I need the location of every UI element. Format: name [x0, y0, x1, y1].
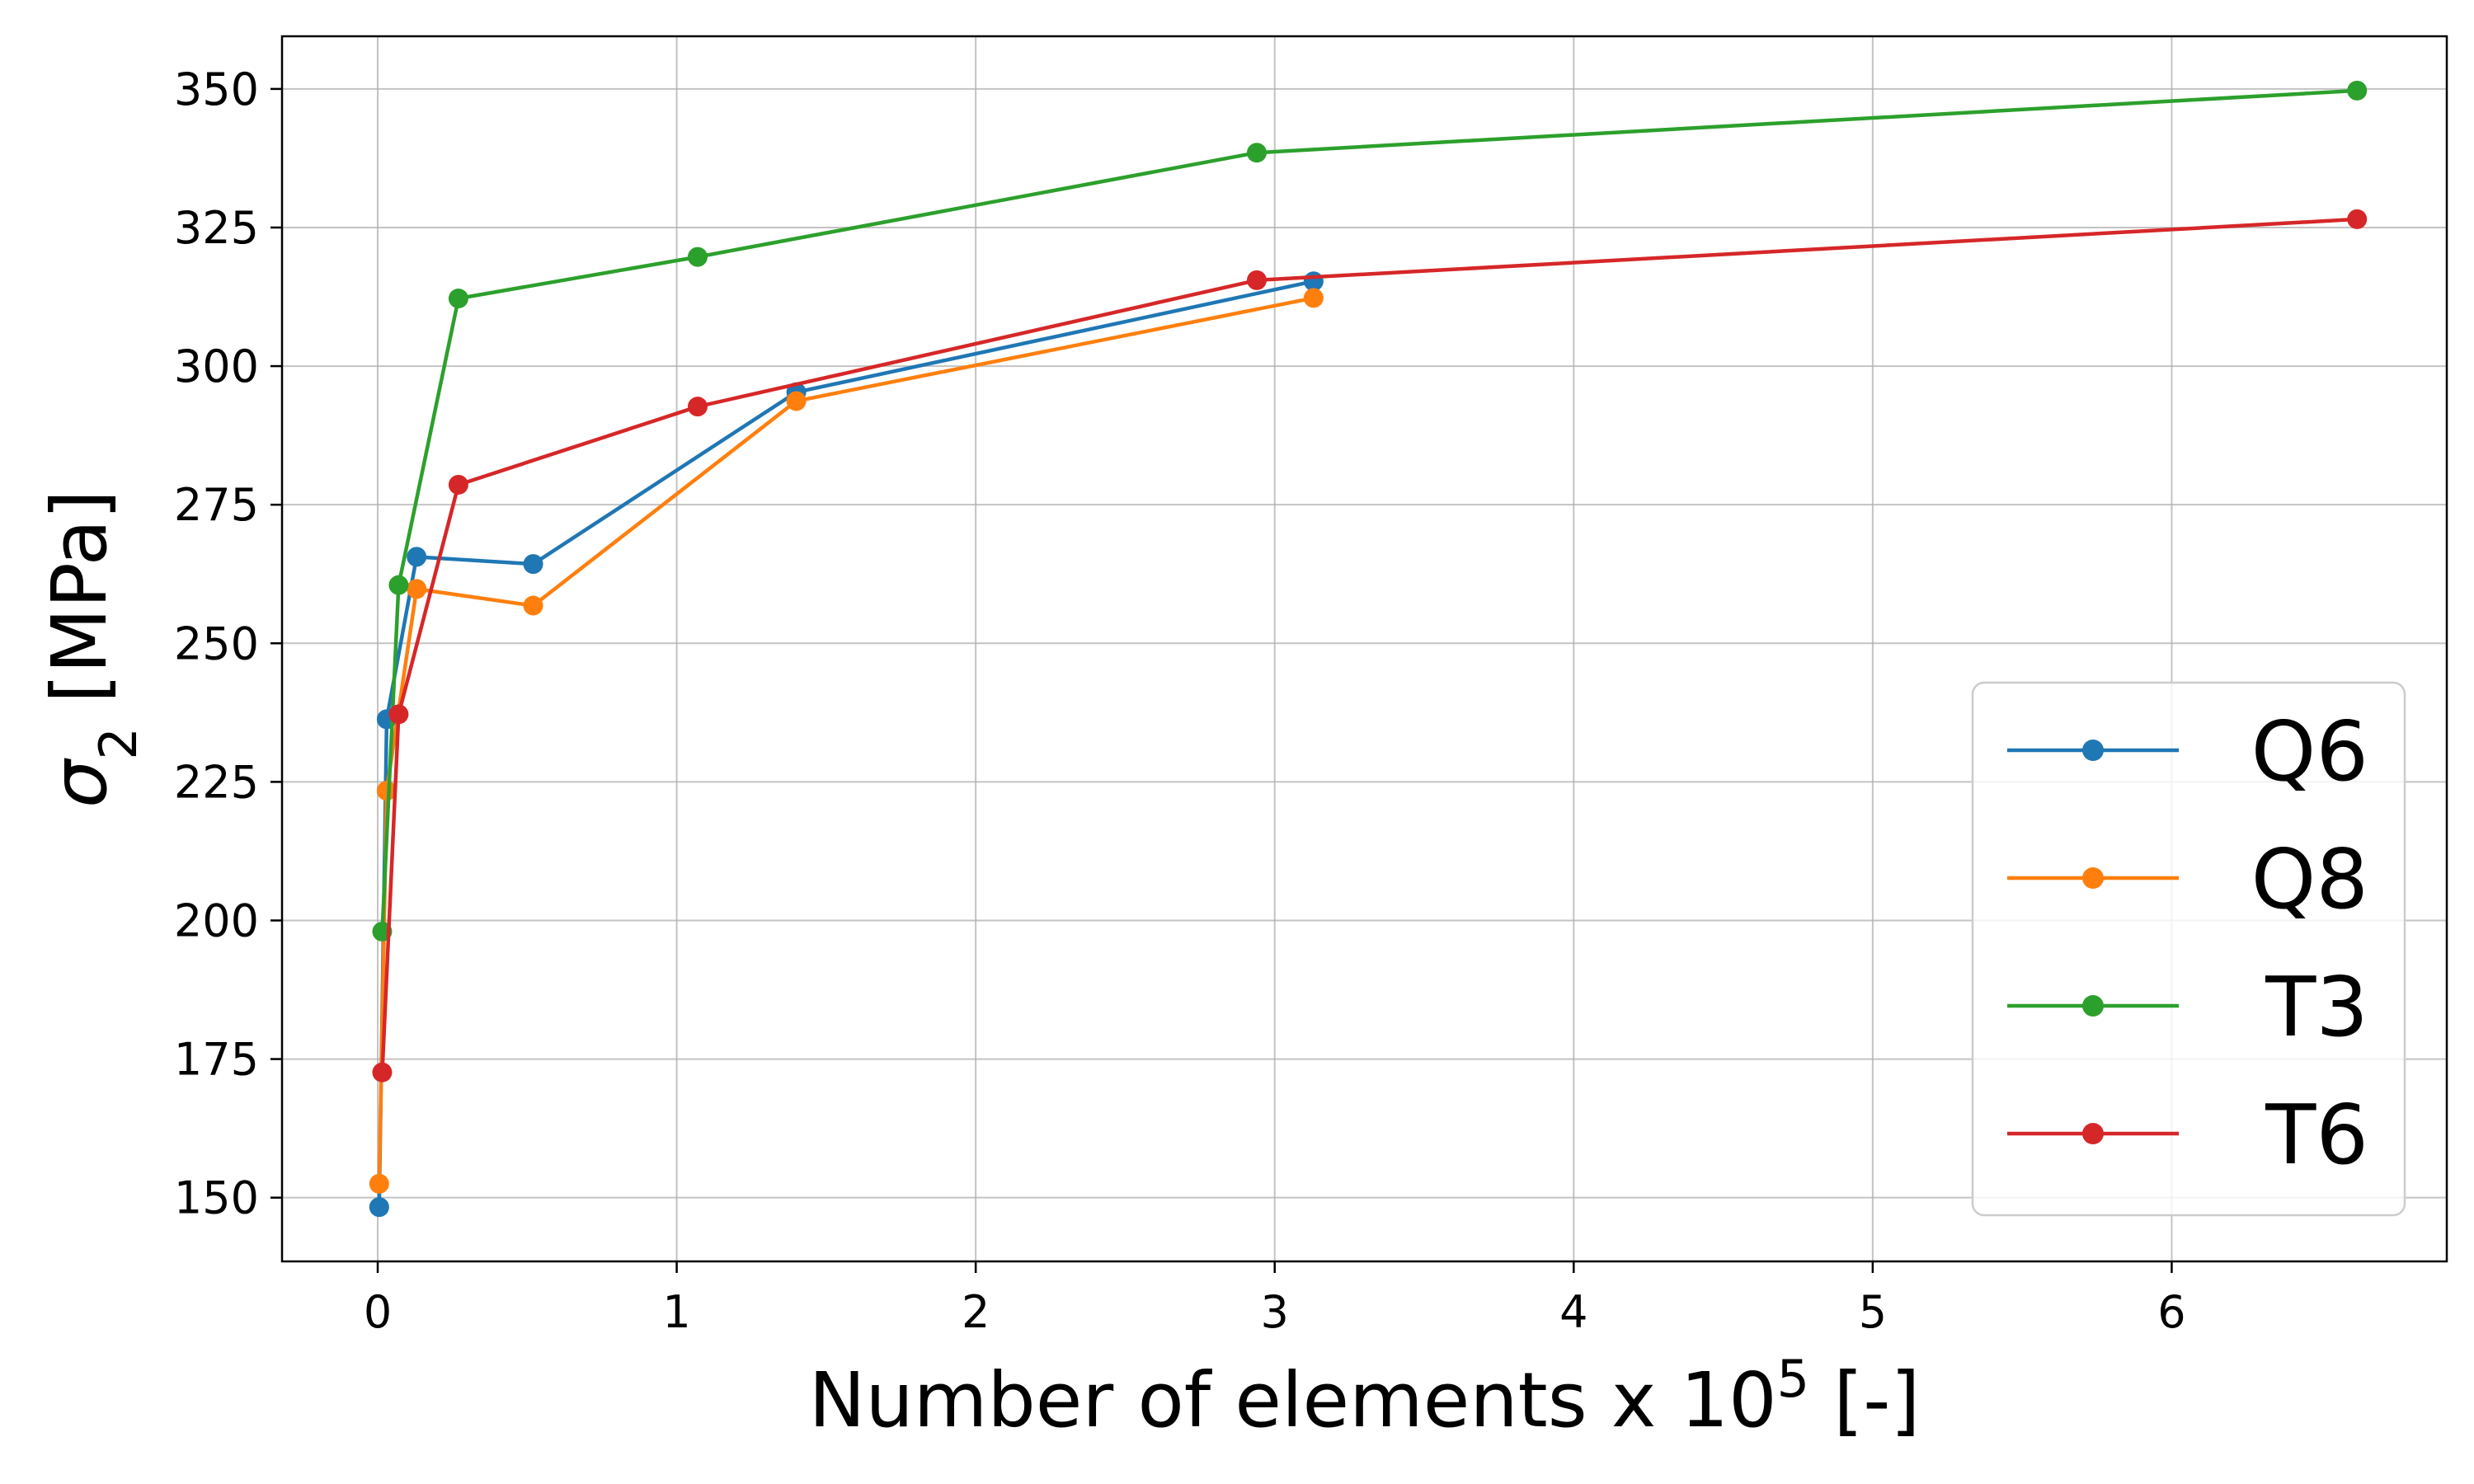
x-tick-label: 0 — [364, 1286, 392, 1338]
series-t3 — [372, 80, 2368, 942]
y-tick-label: 200 — [174, 895, 259, 946]
data-point-t6 — [1246, 270, 1267, 290]
x-axis-label-base: Number of elements x 10 — [809, 1356, 1777, 1444]
x-tick-label: 6 — [2157, 1286, 2185, 1338]
series-line-t3 — [380, 88, 2359, 934]
legend-marker — [2082, 867, 2104, 889]
data-point-t6 — [2347, 209, 2368, 229]
data-point-t6 — [388, 704, 409, 725]
data-point-q6 — [369, 1197, 389, 1218]
legend-label: T3 — [2265, 959, 2368, 1055]
y-axis-label: σ2 [MPa] — [35, 490, 148, 808]
plot-series — [369, 80, 2368, 1218]
data-point-t6 — [372, 1062, 393, 1082]
y-axis-label-symbol: σ — [35, 758, 124, 808]
data-point-q8 — [376, 781, 397, 801]
data-point-t6 — [687, 397, 708, 417]
legend-label: Q8 — [2251, 831, 2368, 928]
legend-marker — [2082, 1123, 2104, 1144]
x-tick-label: 4 — [1559, 1286, 1587, 1338]
series-t6 — [372, 209, 2368, 1082]
legend-label: T6 — [2265, 1087, 2368, 1183]
y-tick-label: 325 — [174, 202, 259, 254]
y-axis-label-unit: [MPa] — [35, 490, 124, 727]
y-tick-label: 250 — [174, 618, 259, 669]
data-point-q6 — [407, 547, 427, 567]
data-point-q8 — [369, 1173, 389, 1194]
series-q6 — [369, 271, 1324, 1218]
legend-item-t6: T6 — [2007, 1087, 2368, 1183]
legend-marker — [2082, 995, 2104, 1017]
data-point-t3 — [687, 247, 708, 267]
series-line-t6 — [380, 217, 2359, 1074]
y-tick-label: 175 — [174, 1034, 259, 1086]
y-axis-label-subscript: 2 — [88, 727, 148, 759]
legend-item-q6: Q6 — [2007, 703, 2368, 800]
x-tick-label: 2 — [962, 1286, 990, 1338]
data-point-q8 — [523, 595, 543, 616]
x-tick-label: 3 — [1261, 1286, 1289, 1338]
y-tick-label: 350 — [174, 63, 259, 115]
data-point-q8 — [407, 579, 427, 599]
data-point-t3 — [448, 289, 468, 309]
data-point-q8 — [786, 391, 807, 411]
data-point-q6 — [523, 554, 543, 575]
x-axis-label-unit: [-] — [1809, 1356, 1920, 1444]
legend-item-q8: Q8 — [2007, 831, 2368, 928]
y-tick-label: 150 — [174, 1172, 259, 1224]
data-point-t3 — [388, 575, 409, 595]
data-point-t6 — [448, 474, 468, 495]
legend-marker — [2082, 740, 2104, 761]
legend-label: Q6 — [2251, 703, 2368, 800]
y-tick-label: 300 — [174, 340, 259, 392]
x-axis-label-exponent: 5 — [1777, 1349, 1809, 1409]
data-point-t3 — [1246, 143, 1267, 163]
legend-box — [1971, 681, 2406, 1217]
legend-item-t3: T3 — [2007, 959, 2368, 1055]
x-tick-label: 5 — [1859, 1286, 1887, 1338]
y-tick-label: 225 — [174, 756, 259, 808]
data-point-q8 — [1303, 288, 1324, 308]
legend: Q6 Q8 T3 T6 — [1971, 681, 2406, 1217]
series-line-q6 — [377, 279, 1316, 1209]
data-point-t3 — [2347, 80, 2368, 101]
plot-frame — [280, 35, 2448, 1263]
y-tick-label: 275 — [174, 479, 259, 531]
series-line-q8 — [377, 296, 1316, 1186]
x-tick-label: 1 — [662, 1286, 690, 1338]
series-q8 — [369, 288, 1324, 1194]
x-axis-label: Number of elements x 105 [-] — [809, 1349, 1921, 1445]
axis-ticks: 0 1 2 3 4 5 6 150 175 200 225 250 275 300 325 350 — [174, 63, 2186, 1338]
